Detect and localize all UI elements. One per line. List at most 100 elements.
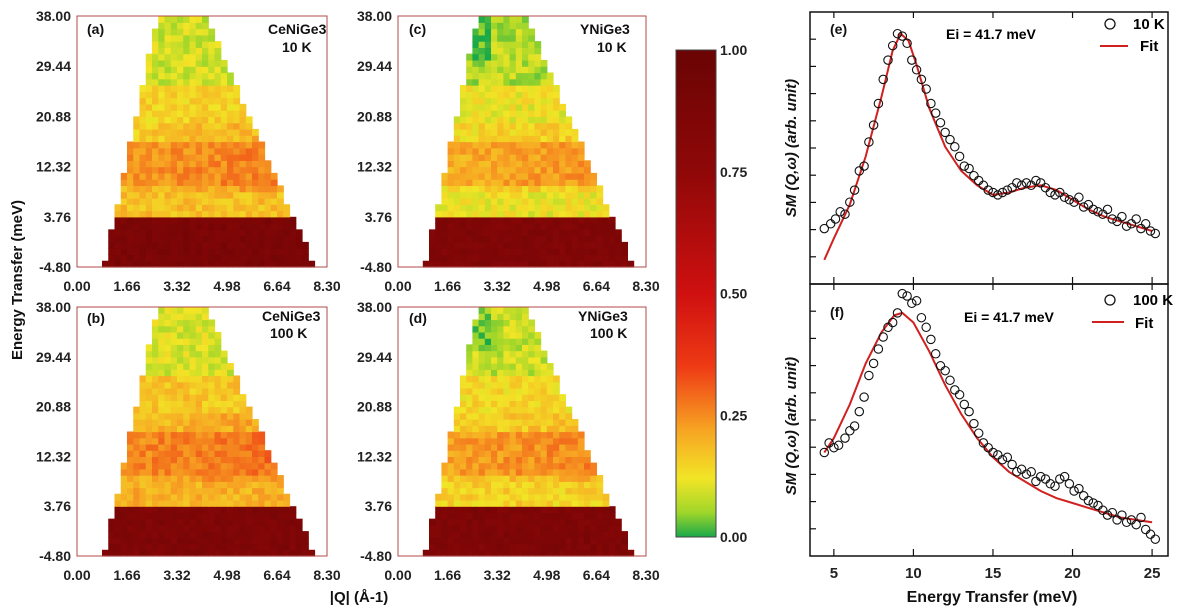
heatmap-cell	[245, 462, 253, 470]
heatmap-cell	[170, 185, 178, 193]
heatmap-cell	[484, 512, 492, 520]
heatmap-cell	[608, 524, 616, 532]
heatmap-cell	[503, 344, 511, 352]
x-tick-label: 5	[830, 565, 838, 582]
heatmap-cell	[170, 110, 178, 118]
heatmap-cell	[540, 356, 548, 364]
heatmap-cell	[466, 160, 473, 168]
heatmap-cell	[553, 97, 560, 105]
heatmap-cell	[164, 216, 172, 224]
heatmap-cell	[534, 122, 542, 130]
heatmap-cell	[208, 443, 216, 451]
heatmap-cell	[183, 531, 191, 538]
heatmap-cell	[227, 128, 234, 136]
x-tick-label: 8.30	[632, 278, 659, 294]
heatmap-cell	[283, 216, 291, 224]
heatmap-cell	[522, 22, 529, 30]
heatmap-cell	[158, 450, 166, 457]
heatmap-cell	[114, 204, 122, 212]
heatmap-cell	[522, 85, 529, 92]
heatmap-cell	[158, 248, 166, 256]
heatmap-cell	[515, 437, 523, 445]
heatmap-cell	[491, 172, 498, 180]
heatmap-cell	[571, 166, 579, 174]
heatmap-cell	[152, 216, 159, 224]
heatmap-cell	[202, 307, 209, 314]
heatmap-cell	[559, 499, 566, 507]
heatmap-cell	[227, 254, 234, 262]
heatmap-cell	[584, 185, 591, 193]
heatmap-cell	[245, 549, 253, 557]
heatmap-cell	[491, 400, 498, 408]
heatmap-cell	[497, 141, 504, 149]
heatmap-cell	[590, 197, 597, 205]
heatmap-cell	[258, 462, 266, 470]
heatmap-cell	[546, 518, 554, 526]
heatmap-cell	[435, 518, 442, 526]
heatmap-cell	[522, 28, 529, 36]
heatmap-cell	[577, 518, 585, 526]
heatmap-cell	[491, 241, 498, 249]
heatmap-cell	[503, 85, 511, 92]
heatmap-cell	[565, 462, 573, 470]
heatmap-cell	[227, 72, 234, 80]
heatmap-cell	[177, 412, 184, 420]
heatmap-cell	[460, 147, 467, 155]
heatmap-cell	[133, 141, 141, 149]
heatmap-cell	[491, 59, 498, 67]
heatmap-cell	[252, 481, 259, 489]
heatmap-cell	[120, 499, 128, 507]
heatmap-cell	[214, 400, 222, 408]
heatmap-cell	[534, 443, 542, 451]
heatmap-cell	[133, 456, 141, 464]
heatmap-cell	[195, 47, 203, 55]
heatmap-cell	[289, 506, 297, 514]
heatmap-cell	[472, 197, 480, 205]
heatmap-cell	[540, 499, 548, 507]
heatmap-cell	[621, 549, 628, 557]
data-point	[1131, 214, 1141, 224]
heatmap-cell	[484, 241, 492, 249]
heatmap-cell	[164, 400, 172, 408]
heatmap-cell	[227, 381, 234, 389]
heatmap-cell	[164, 229, 172, 237]
heatmap-cell	[553, 116, 560, 124]
heatmap-cell	[491, 524, 498, 532]
heatmap-cell	[509, 394, 517, 401]
heatmap-cell	[277, 185, 284, 193]
heatmap-cell	[460, 229, 467, 237]
heatmap-cell	[565, 549, 573, 557]
heatmap-cell	[509, 22, 517, 30]
heatmap-cell	[295, 229, 303, 237]
heatmap-cell	[540, 72, 548, 80]
heatmap-cell	[447, 437, 455, 445]
heatmap-cell	[202, 59, 209, 67]
heatmap-cell	[447, 543, 455, 551]
heatmap-cell	[528, 369, 535, 377]
heatmap-cell	[484, 437, 492, 445]
heatmap-cell	[158, 394, 166, 401]
heatmap-cell	[233, 254, 241, 262]
heatmap-cell	[170, 204, 178, 212]
heatmap-cell	[189, 47, 197, 55]
heatmap-cell	[528, 103, 535, 111]
legend-f-fit-label: Fit	[1135, 315, 1153, 332]
heatmap-cell	[170, 481, 178, 489]
heatmap-cell	[528, 387, 535, 395]
heatmap-cell	[177, 141, 184, 149]
heatmap-cell	[466, 481, 473, 489]
heatmap-cell	[553, 147, 560, 155]
data-point	[1112, 216, 1122, 227]
heatmap-cell	[472, 160, 480, 168]
heatmap-cell	[528, 512, 535, 520]
heatmap-cell	[233, 549, 241, 557]
heatmap-cell	[270, 531, 278, 538]
heatmap-cell	[515, 356, 523, 364]
heatmap-cell	[522, 537, 529, 545]
heatmap-cell	[220, 487, 228, 495]
heatmap-cell	[183, 369, 191, 377]
heatmap-cell	[233, 499, 241, 507]
heatmap-cell	[239, 419, 247, 426]
heatmap-cell	[515, 387, 523, 395]
heatmap-cell	[264, 166, 272, 174]
